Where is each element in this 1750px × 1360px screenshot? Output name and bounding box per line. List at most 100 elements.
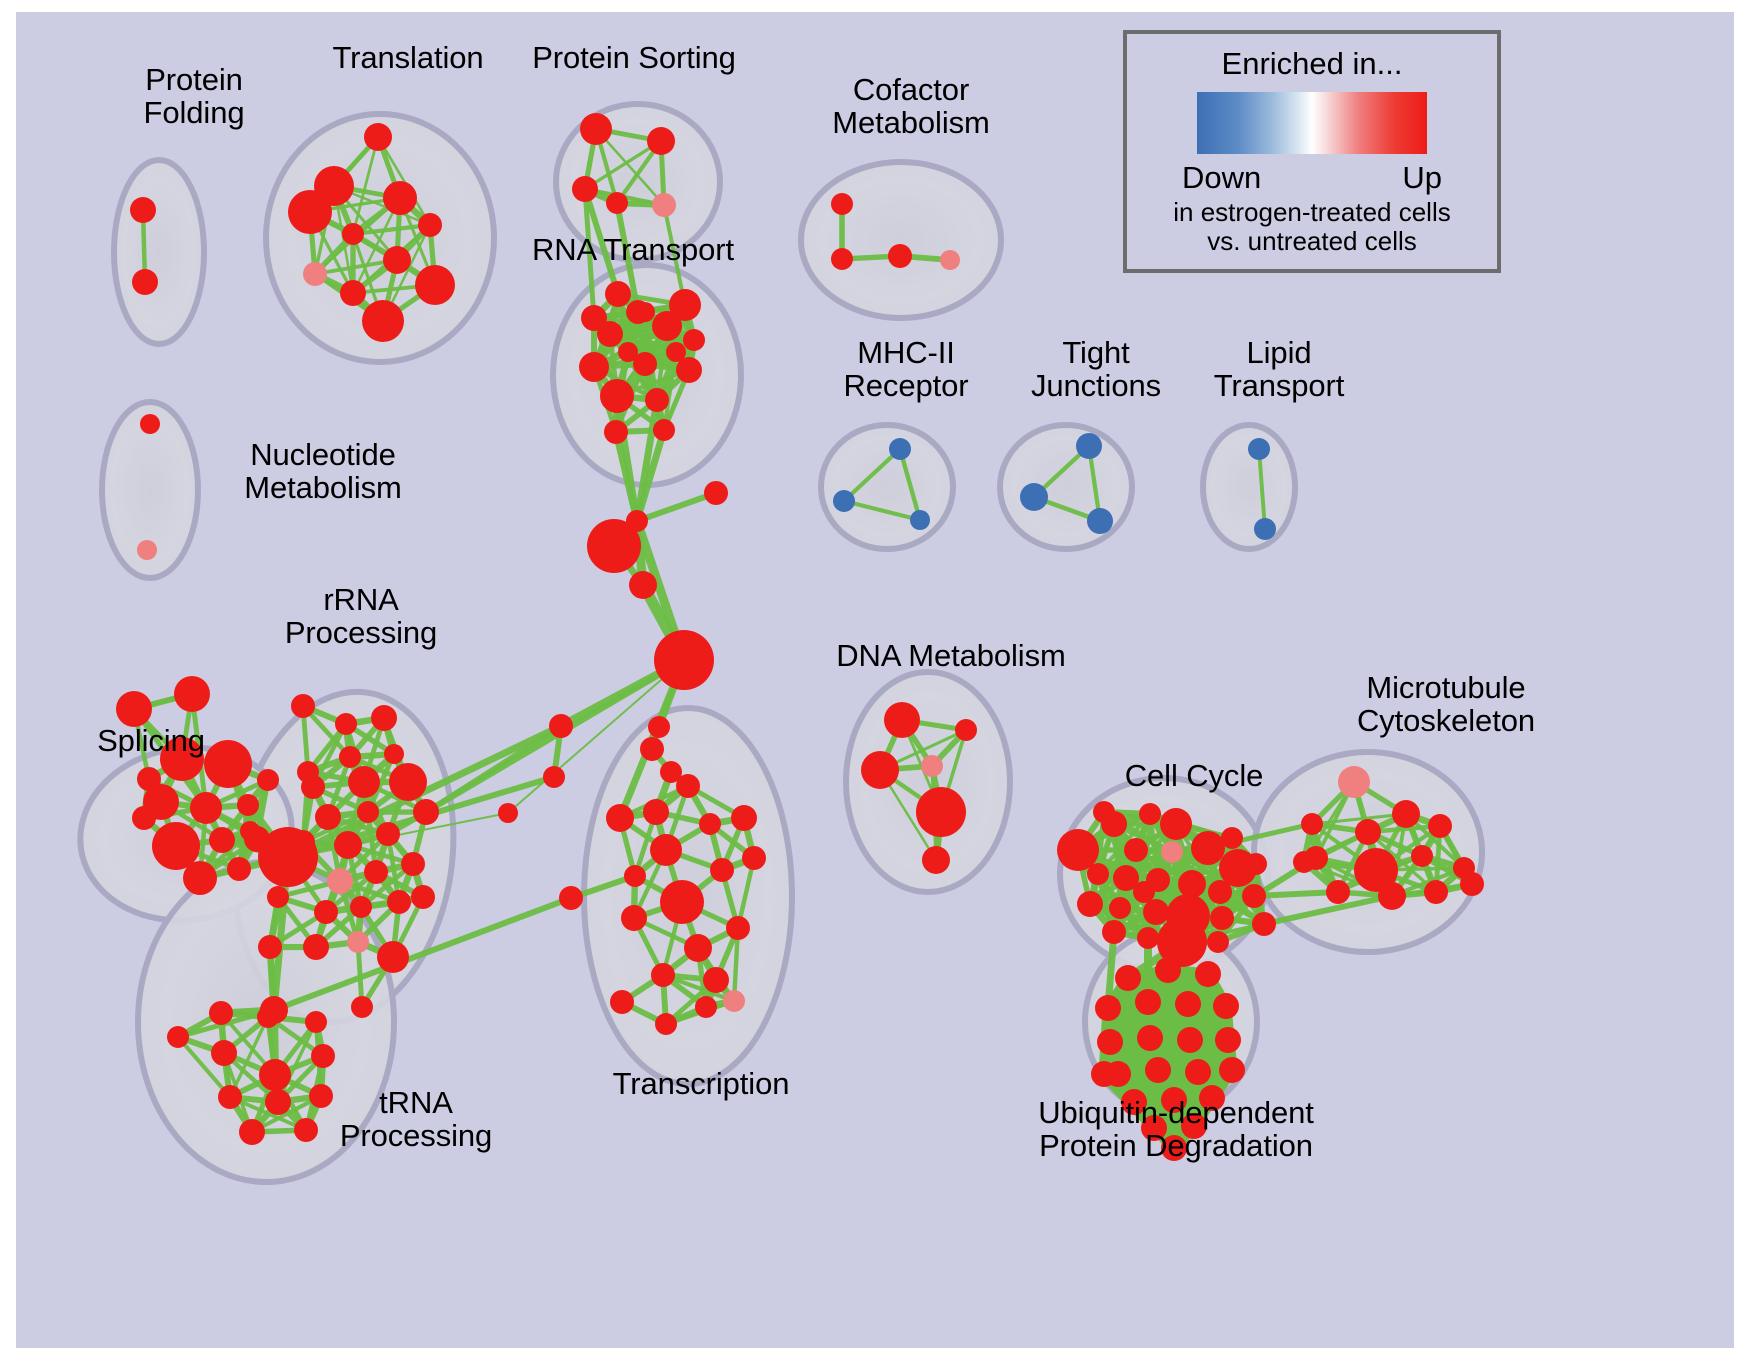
node-trna-processing[interactable] bbox=[211, 1040, 237, 1066]
node-cofactor-metabolism[interactable] bbox=[888, 244, 912, 268]
node-microtubule-cytoskeleton[interactable] bbox=[1338, 766, 1370, 798]
node-bridge[interactable] bbox=[549, 714, 573, 738]
node-splicing[interactable] bbox=[183, 861, 217, 895]
node-cell-cycle[interactable] bbox=[1242, 884, 1266, 908]
node-rrna-processing[interactable] bbox=[351, 996, 373, 1018]
node-ubiquitin-degradation[interactable] bbox=[1115, 965, 1141, 991]
node-trna-processing[interactable] bbox=[209, 1001, 233, 1025]
node-dna-metabolism[interactable] bbox=[884, 702, 920, 738]
node-bridge[interactable] bbox=[543, 766, 565, 788]
node-splicing[interactable] bbox=[152, 822, 200, 870]
node-rrna-processing[interactable] bbox=[347, 931, 369, 953]
node-bridge[interactable] bbox=[629, 571, 657, 599]
node-cell-cycle[interactable] bbox=[1124, 838, 1148, 862]
node-rrna-processing[interactable] bbox=[364, 860, 388, 884]
node-ubiquitin-degradation[interactable] bbox=[1219, 1057, 1245, 1083]
node-ubiquitin-degradation[interactable] bbox=[1213, 993, 1239, 1019]
node-rna-transport[interactable] bbox=[581, 305, 607, 331]
node-ubiquitin-degradation[interactable] bbox=[1135, 989, 1161, 1015]
node-rna-transport[interactable] bbox=[579, 352, 609, 382]
node-splicing[interactable] bbox=[137, 767, 161, 791]
node-bridge[interactable] bbox=[648, 716, 670, 738]
node-dna-metabolism[interactable] bbox=[861, 751, 899, 789]
node-trna-processing[interactable] bbox=[257, 1006, 279, 1028]
node-cell-cycle[interactable] bbox=[1157, 917, 1207, 967]
node-mhc-ii-receptor[interactable] bbox=[889, 438, 911, 460]
node-ubiquitin-degradation[interactable] bbox=[1155, 957, 1181, 983]
node-rrna-processing[interactable] bbox=[377, 941, 409, 973]
node-nucleotide-metabolism[interactable] bbox=[140, 414, 160, 434]
node-cell-cycle[interactable] bbox=[1208, 880, 1232, 904]
node-mhc-ii-receptor[interactable] bbox=[833, 490, 855, 512]
node-rna-transport[interactable] bbox=[605, 281, 631, 307]
node-translation[interactable] bbox=[288, 190, 332, 234]
node-dna-metabolism[interactable] bbox=[955, 719, 977, 741]
node-splicing[interactable] bbox=[240, 821, 260, 841]
node-ubiquitin-degradation[interactable] bbox=[1161, 1087, 1187, 1113]
node-bridge[interactable] bbox=[640, 737, 664, 761]
node-rna-transport[interactable] bbox=[666, 342, 686, 362]
node-transcription[interactable] bbox=[684, 934, 712, 962]
node-bridge[interactable] bbox=[654, 630, 714, 690]
node-microtubule-cytoskeleton[interactable] bbox=[1392, 800, 1420, 828]
node-rrna-processing[interactable] bbox=[339, 746, 361, 768]
node-rna-transport[interactable] bbox=[645, 388, 669, 412]
node-cell-cycle[interactable] bbox=[1133, 881, 1155, 903]
node-cell-cycle[interactable] bbox=[1252, 912, 1276, 936]
node-transcription[interactable] bbox=[703, 967, 729, 993]
node-cell-cycle[interactable] bbox=[1087, 863, 1109, 885]
node-rna-transport[interactable] bbox=[635, 302, 655, 322]
node-cell-cycle[interactable] bbox=[1210, 906, 1234, 930]
node-rrna-processing[interactable] bbox=[291, 694, 315, 718]
node-rna-transport[interactable] bbox=[683, 329, 705, 351]
node-protein-sorting[interactable] bbox=[606, 192, 628, 214]
node-rrna-processing[interactable] bbox=[297, 761, 319, 783]
node-protein-sorting[interactable] bbox=[572, 176, 598, 202]
node-rrna-processing[interactable] bbox=[371, 705, 397, 731]
node-rna-transport[interactable] bbox=[597, 321, 623, 347]
node-transcription[interactable] bbox=[660, 880, 704, 924]
node-cell-cycle[interactable] bbox=[1113, 865, 1139, 891]
node-translation[interactable] bbox=[418, 213, 442, 237]
node-splicing[interactable] bbox=[174, 676, 210, 712]
node-rna-transport[interactable] bbox=[600, 379, 634, 413]
node-transcription[interactable] bbox=[676, 774, 700, 798]
node-rrna-processing[interactable] bbox=[291, 830, 315, 854]
node-translation[interactable] bbox=[415, 265, 455, 305]
node-translation[interactable] bbox=[303, 262, 327, 286]
node-rrna-processing[interactable] bbox=[401, 852, 425, 876]
node-splicing[interactable] bbox=[132, 806, 156, 830]
node-ubiquitin-degradation[interactable] bbox=[1137, 1025, 1163, 1051]
node-rna-transport[interactable] bbox=[633, 352, 657, 376]
node-microtubule-cytoskeleton[interactable] bbox=[1293, 851, 1315, 873]
node-microtubule-cytoskeleton[interactable] bbox=[1428, 814, 1452, 838]
node-rrna-processing[interactable] bbox=[315, 804, 341, 830]
node-cell-cycle[interactable] bbox=[1221, 827, 1243, 849]
node-protein-folding[interactable] bbox=[132, 269, 158, 295]
node-cell-cycle[interactable] bbox=[1057, 829, 1099, 871]
node-protein-folding[interactable] bbox=[130, 197, 156, 223]
node-dna-metabolism[interactable] bbox=[922, 846, 950, 874]
node-lipid-transport[interactable] bbox=[1254, 518, 1276, 540]
node-rrna-processing[interactable] bbox=[348, 766, 380, 798]
node-rrna-processing[interactable] bbox=[334, 831, 362, 859]
node-bridge[interactable] bbox=[660, 761, 682, 783]
node-cell-cycle[interactable] bbox=[1139, 803, 1161, 825]
node-ubiquitin-degradation[interactable] bbox=[1175, 991, 1201, 1017]
node-transcription[interactable] bbox=[731, 805, 757, 831]
node-microtubule-cytoskeleton[interactable] bbox=[1378, 882, 1406, 910]
node-ubiquitin-degradation[interactable] bbox=[1199, 1085, 1225, 1111]
node-rrna-processing[interactable] bbox=[357, 801, 379, 823]
node-dna-metabolism[interactable] bbox=[916, 787, 966, 837]
node-tight-junctions[interactable] bbox=[1020, 483, 1048, 511]
node-splicing[interactable] bbox=[257, 769, 279, 791]
node-ubiquitin-degradation[interactable] bbox=[1141, 1115, 1167, 1141]
node-dna-metabolism[interactable] bbox=[921, 755, 943, 777]
node-microtubule-cytoskeleton[interactable] bbox=[1411, 845, 1433, 867]
node-trna-processing[interactable] bbox=[294, 1118, 318, 1142]
node-rrna-processing[interactable] bbox=[376, 822, 400, 846]
node-cell-cycle[interactable] bbox=[1137, 927, 1159, 949]
node-splicing[interactable] bbox=[237, 794, 259, 816]
node-splicing[interactable] bbox=[227, 857, 251, 881]
node-bridge[interactable] bbox=[498, 803, 518, 823]
